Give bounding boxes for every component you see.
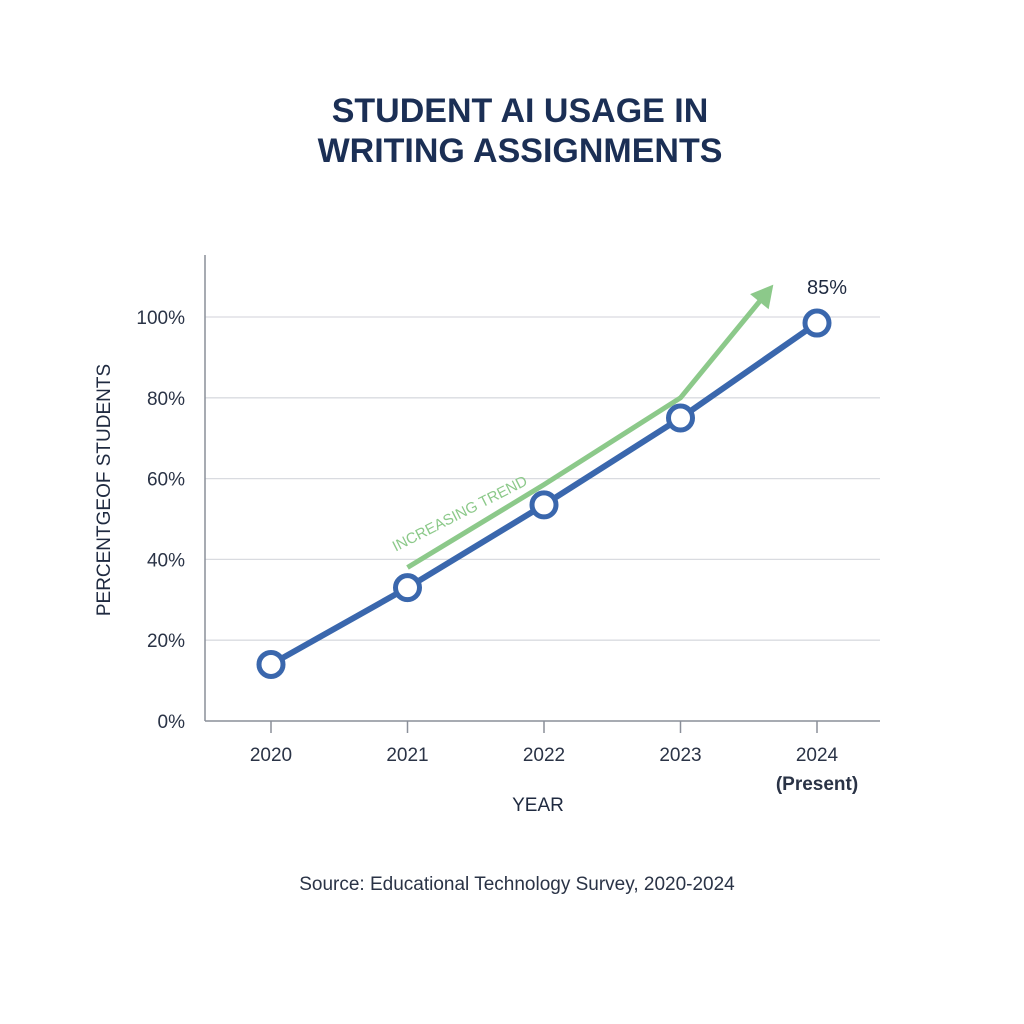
last-point-label: 85% — [807, 277, 847, 299]
trend-arrowhead-icon — [750, 284, 774, 310]
chart-title-line-2: WRITING ASSIGNMENTS — [318, 132, 723, 170]
data-point — [256, 649, 286, 679]
y-tick-label: 0% — [158, 712, 186, 733]
trend-line — [406, 293, 767, 570]
x-axis-label: YEAR — [512, 795, 564, 816]
data-point — [802, 308, 832, 338]
trend-arrow — [406, 284, 774, 570]
source-note: Source: Educational Technology Survey, 2… — [299, 874, 735, 895]
x-tick-label: 2023 — [659, 745, 701, 766]
trend-label: INCREASING TREND — [390, 473, 531, 556]
x-tick-label: 2024 — [796, 745, 839, 766]
y-axis-label: PERCENTGEOF STUDENTS — [94, 364, 115, 616]
chart-title-line-1: STUDENT AI USAGE IN — [332, 92, 709, 130]
x-tick-label: 2020 — [250, 745, 292, 766]
y-tick-label: 80% — [147, 389, 185, 410]
series-line — [256, 308, 832, 679]
x-tick-label: 2022 — [523, 745, 565, 766]
x-tick-label: 2021 — [386, 745, 428, 766]
y-tick-label: 60% — [147, 470, 185, 491]
x-tick-labels: 2020 2021 2022 2023 2024 (Present) — [250, 721, 858, 795]
y-tick-labels: 0% 20% 40% 60% 80% 100% — [136, 308, 185, 733]
y-tick-label: 40% — [147, 550, 185, 571]
y-tick-label: 100% — [136, 308, 185, 329]
data-point — [393, 573, 422, 603]
y-tick-label: 20% — [147, 631, 185, 652]
gridlines — [205, 316, 880, 641]
x-tick-sublabel: (Present) — [776, 774, 858, 795]
data-point — [529, 490, 559, 520]
data-point — [666, 403, 695, 433]
